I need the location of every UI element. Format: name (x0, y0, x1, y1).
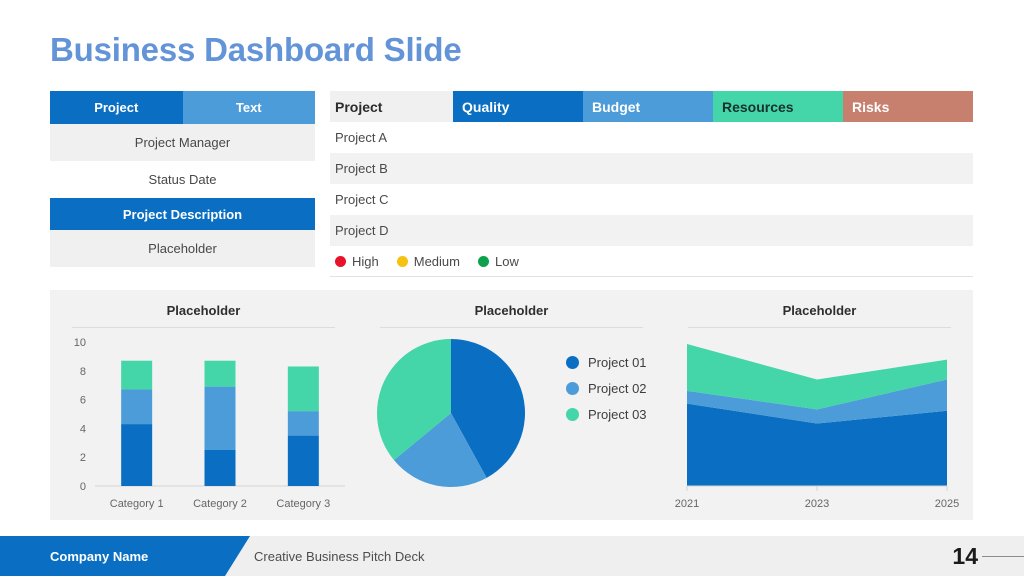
bar-segment[interactable] (204, 450, 236, 486)
legend-item-low: Low (478, 254, 519, 269)
deck-subtitle: Creative Business Pitch Deck (254, 548, 425, 564)
area-x-tick-label: 2025 (935, 498, 959, 510)
pie-slice[interactable] (377, 339, 451, 461)
bar-y-tick-label: 8 (80, 366, 86, 378)
pie-legend-item-project-03[interactable]: Project 03 (566, 401, 647, 427)
table-row[interactable]: Project B (330, 153, 973, 184)
area-chart-card: Placeholder 2021 2023 2025 (666, 290, 973, 520)
status-table-header-row: Project Quality Budget Resources Risks (330, 91, 973, 122)
legend-item-medium: Medium (396, 253, 460, 269)
bar-segment[interactable] (121, 360, 153, 390)
pie-legend-label-project-02: Project 02 (588, 380, 647, 396)
bar-y-tick-label: 6 (80, 395, 86, 407)
low-status-dot-icon (478, 255, 489, 267)
table-row[interactable]: Project D (330, 215, 973, 246)
pie-slice[interactable] (451, 339, 525, 478)
pie-legend-label-project-01: Project 01 (588, 354, 647, 370)
bar-segment[interactable] (204, 386, 236, 450)
page-number: 14 (952, 542, 978, 569)
left-table-header-project[interactable]: Project (50, 91, 183, 124)
bar-y-tick-label: 0 (80, 481, 86, 493)
bar-category-label: Category 3 (276, 498, 330, 510)
legend-item-high: High (335, 254, 379, 269)
slide-footer: Company Name Creative Business Pitch Dec… (0, 536, 1024, 576)
bar-segment[interactable] (287, 411, 319, 436)
page-title: Business Dashboard Slide (50, 31, 462, 68)
bar-y-tick-label: 4 (80, 423, 86, 435)
area-series-band[interactable] (687, 379, 947, 424)
area-x-tick-label: 2021 (675, 498, 699, 510)
project-02-color-swatch-icon (566, 381, 579, 395)
left-table-header-row: Project Text (50, 91, 315, 124)
pie-chart-card: Placeholder Project 01 Project 02 Projec… (358, 290, 665, 520)
page-number-rule (982, 556, 1024, 557)
bar-segment[interactable] (287, 435, 319, 486)
pie-legend-label-project-03: Project 03 (588, 406, 647, 422)
legend-label-high: High (352, 253, 379, 269)
pie-slice[interactable] (393, 413, 487, 487)
legend-label-low: Low (495, 253, 519, 269)
status-header-resources[interactable]: Resources (713, 91, 843, 122)
bar-category-label: Category 2 (193, 498, 247, 510)
risk-legend: High Medium Low (330, 246, 973, 277)
bar-chart-card: Placeholder 0 2 4 6 8 10 Category 1 Category 2 C… (50, 290, 357, 520)
status-header-quality[interactable]: Quality (453, 91, 583, 122)
status-header-project[interactable]: Project (330, 91, 453, 122)
area-series-band[interactable] (687, 344, 947, 410)
project-info-table: Project Text Project Manager Status Date… (50, 91, 315, 267)
left-table-header-text[interactable]: Text (182, 91, 315, 124)
status-header-budget[interactable]: Budget (583, 91, 713, 122)
table-row[interactable]: Project A (330, 122, 973, 153)
area-x-tick-label: 2023 (805, 498, 829, 510)
bar-y-tick-label: 2 (80, 452, 86, 464)
bar-segment[interactable] (121, 389, 153, 425)
project-03-color-swatch-icon (566, 407, 579, 421)
bar-segment[interactable] (121, 424, 153, 486)
legend-label-medium: Medium (413, 253, 460, 269)
bar-segment[interactable] (287, 366, 319, 412)
project-status-table: Project Quality Budget Resources Risks P… (330, 91, 973, 277)
bar-chart[interactable]: 0 2 4 6 8 10 Category 1 Category 2 Category 3 (50, 334, 357, 520)
project-description-band[interactable]: Project Description (50, 198, 315, 230)
area-chart-title: Placeholder (782, 303, 857, 318)
bar-y-tick-label: 10 (74, 337, 86, 349)
medium-status-dot-icon (396, 255, 408, 267)
area-series-band[interactable] (687, 403, 947, 486)
high-status-dot-icon (335, 255, 346, 267)
project-01-color-swatch-icon (566, 355, 579, 369)
pie-chart-title-rule (380, 327, 643, 328)
area-chart-title-rule (688, 327, 951, 328)
company-name-tab[interactable]: Company Name (0, 536, 250, 576)
pie-chart-legend: Project 01 Project 02 Project 03 (566, 349, 647, 427)
area-chart[interactable]: 2021 2023 2025 (666, 334, 973, 520)
bar-category-label: Category 1 (110, 498, 164, 510)
table-row[interactable]: Project C (330, 184, 973, 215)
bar-chart-title-rule (72, 327, 335, 328)
pie-legend-item-project-02[interactable]: Project 02 (566, 375, 647, 401)
bar-segment[interactable] (204, 360, 236, 387)
pie-legend-item-project-01[interactable]: Project 01 (566, 349, 647, 375)
bar-chart-title: Placeholder (166, 303, 241, 318)
project-description-placeholder[interactable]: Placeholder (50, 230, 315, 267)
left-table-row-project-manager[interactable]: Project Manager (50, 124, 315, 161)
pie-chart[interactable] (358, 334, 558, 520)
company-name-label: Company Name (50, 548, 149, 564)
left-table-row-status-date[interactable]: Status Date (50, 161, 315, 198)
charts-panel: Placeholder 0 2 4 6 8 10 Category 1 Category 2 C… (50, 290, 973, 520)
status-header-risks[interactable]: Risks (843, 91, 973, 122)
pie-chart-title: Placeholder (474, 303, 549, 318)
